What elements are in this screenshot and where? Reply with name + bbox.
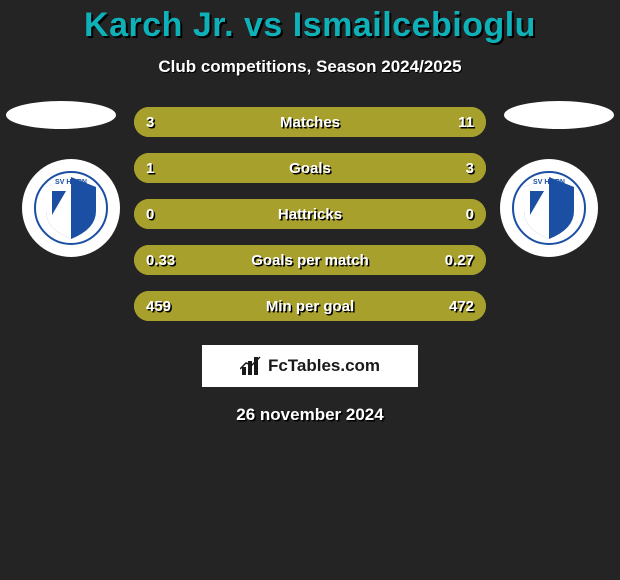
stat-bar: 459472Min per goal [134, 291, 486, 321]
shield-icon: SV HORN [32, 169, 110, 247]
bar-segment-right [222, 153, 486, 183]
stat-value-left: 0.33 [146, 245, 175, 275]
bar-segment-right [310, 199, 486, 229]
stat-bar: 0.330.27Goals per match [134, 245, 486, 275]
stat-value-right: 3 [466, 153, 474, 183]
stat-value-right: 11 [458, 107, 474, 137]
bar-chart-icon [240, 355, 262, 377]
stat-value-right: 0.27 [445, 245, 474, 275]
page-title: Karch Jr. vs Ismailcebioglu [0, 0, 620, 45]
club-badge-right: SV HORN [500, 159, 598, 257]
brand-text: FcTables.com [268, 356, 380, 376]
stat-value-left: 3 [146, 107, 154, 137]
stat-value-right: 472 [449, 291, 474, 321]
bar-segment-right [209, 107, 486, 137]
subtitle: Club competitions, Season 2024/2025 [0, 57, 620, 77]
svg-text:SV HORN: SV HORN [55, 179, 87, 186]
player-photo-right [504, 101, 614, 129]
svg-text:SV HORN: SV HORN [533, 179, 565, 186]
brand-box: FcTables.com [202, 345, 418, 387]
stat-value-left: 0 [146, 199, 154, 229]
stat-value-left: 459 [146, 291, 171, 321]
comparison-arena: SV HORN SV HORN 311Matches13Goals00Hattr… [0, 107, 620, 321]
stat-bar: 13Goals [134, 153, 486, 183]
club-badge-left: SV HORN [22, 159, 120, 257]
player-photo-left [6, 101, 116, 129]
stat-value-right: 0 [466, 199, 474, 229]
date-line: 26 november 2024 [0, 405, 620, 425]
shield-icon: SV HORN [510, 169, 588, 247]
bar-segment-left [134, 199, 310, 229]
stat-value-left: 1 [146, 153, 154, 183]
stat-bar: 00Hattricks [134, 199, 486, 229]
stat-bar: 311Matches [134, 107, 486, 137]
stat-bars: 311Matches13Goals00Hattricks0.330.27Goal… [134, 107, 486, 321]
